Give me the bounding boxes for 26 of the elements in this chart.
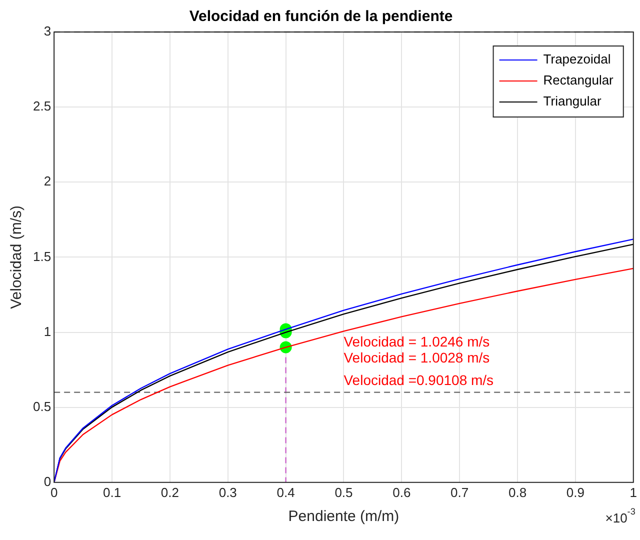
legend-label: Rectangular	[543, 72, 614, 88]
y-tick-label: 1.5	[32, 248, 52, 264]
y-tick-label: 1	[44, 324, 52, 339]
annotation: Velocidad = 1.0246 m/s	[344, 334, 490, 350]
y-axis-title: Velocidad (m/s)	[8, 206, 26, 309]
x-tick-label: 0.8	[508, 484, 527, 500]
x-tick-label: 0.5	[334, 484, 353, 500]
y-tick-label: 2.5	[32, 98, 52, 114]
x-axis-title: Pendiente (m/m)	[288, 508, 400, 526]
y-tick-label: 0	[44, 474, 52, 489]
annotation: Velocidad =0.90108 m/s	[344, 372, 494, 388]
x-tick-label: 0.2	[160, 484, 179, 500]
annotation: Velocidad = 1.0028 m/s	[344, 349, 490, 366]
y-tick-label: 3	[44, 24, 52, 39]
x-tick-label: 0.6	[392, 484, 411, 500]
x-tick-label: 0.9	[566, 484, 584, 500]
x-tick-label: 0.4	[276, 484, 295, 500]
y-tick-label: 2	[44, 174, 52, 189]
x-tick-label: 0.3	[218, 484, 237, 500]
legend-label: Triangular	[543, 94, 602, 109]
x-tick-label: 0.7	[450, 484, 469, 500]
chart-title: Velocidad en función de la pendiente	[189, 8, 453, 26]
y-tick-label: 0.5	[32, 398, 52, 414]
legend-label: Trapezoidal	[543, 52, 611, 67]
x-tick-label: 0.1	[102, 484, 122, 500]
x-tick-label: 1	[630, 484, 637, 500]
